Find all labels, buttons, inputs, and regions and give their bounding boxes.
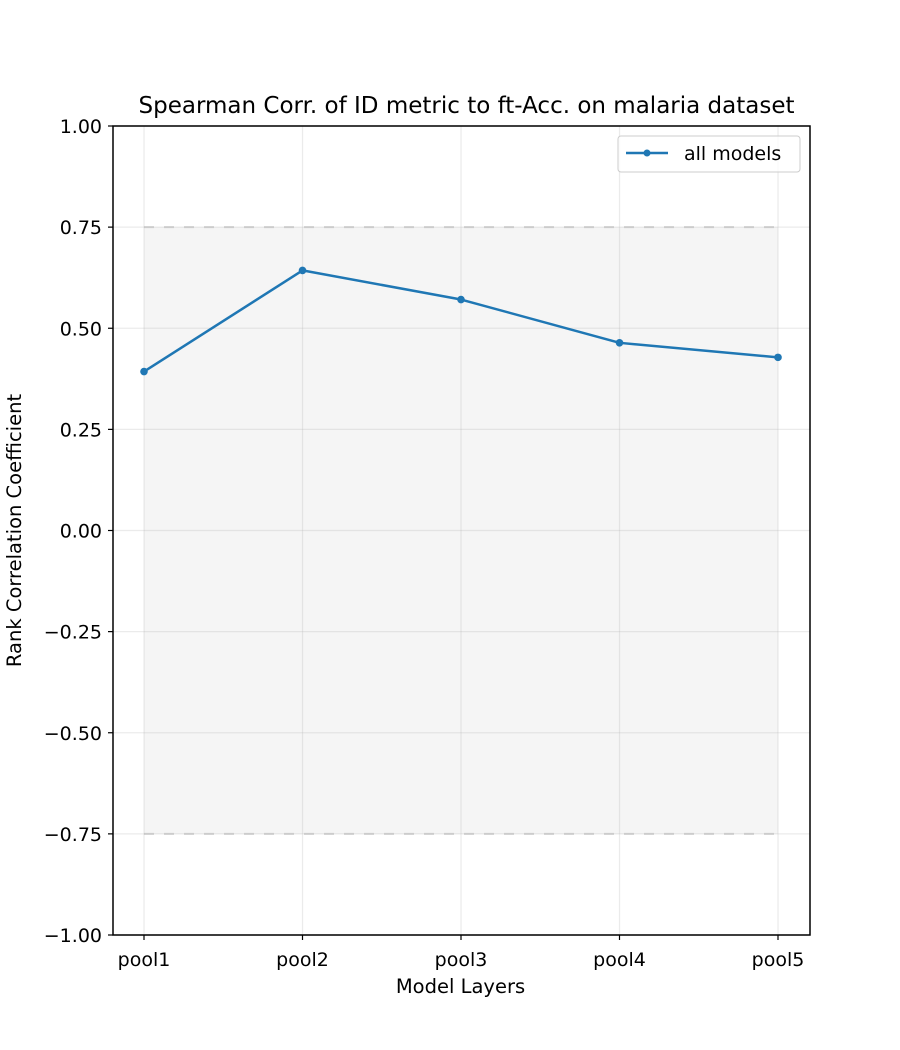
legend-point-marker <box>643 149 651 157</box>
x-tick-label: pool3 <box>435 949 488 971</box>
data-point <box>457 295 465 304</box>
band-fill <box>144 227 778 834</box>
y-tick-label: −0.25 <box>44 622 102 644</box>
y-tick-label: 0.75 <box>60 217 102 239</box>
x-tick-label: pool4 <box>593 949 646 971</box>
y-tick-label: −0.50 <box>44 723 102 745</box>
reference-band <box>144 226 778 835</box>
x-tick-label: pool5 <box>752 949 805 971</box>
data-point <box>615 339 624 347</box>
data-point <box>774 353 782 362</box>
chart-title: Spearman Corr. of ID metric to ft-Acc. o… <box>139 93 795 119</box>
y-tick-label: −1.00 <box>44 925 102 947</box>
y-tick-label: 0.00 <box>60 521 102 543</box>
legend-box <box>617 135 801 173</box>
data-point <box>298 266 307 275</box>
y-axis-label: Rank Correlation Coefficient <box>3 394 26 668</box>
legend-label: all models <box>684 143 781 165</box>
y-tick-label: 0.50 <box>60 318 102 340</box>
y-tick-label: 1.00 <box>60 116 102 138</box>
x-tick-label: pool2 <box>276 949 329 971</box>
legend: all models <box>617 135 801 173</box>
y-tick-label: 0.25 <box>60 419 102 441</box>
series-layer <box>140 266 782 376</box>
x-tick-label: pool1 <box>118 949 171 971</box>
x-axis-label: Model Layers <box>396 975 525 998</box>
y-axis-ticks: 1.00 0.75 0.50 0.25 0.00 −0.25 −0.50 −0.75 −1.00 <box>44 116 113 947</box>
x-axis-ticks: pool1 pool2 pool3 pool4 pool5 <box>118 935 805 971</box>
y-tick-label: −0.75 <box>44 824 102 846</box>
data-point <box>140 367 148 376</box>
